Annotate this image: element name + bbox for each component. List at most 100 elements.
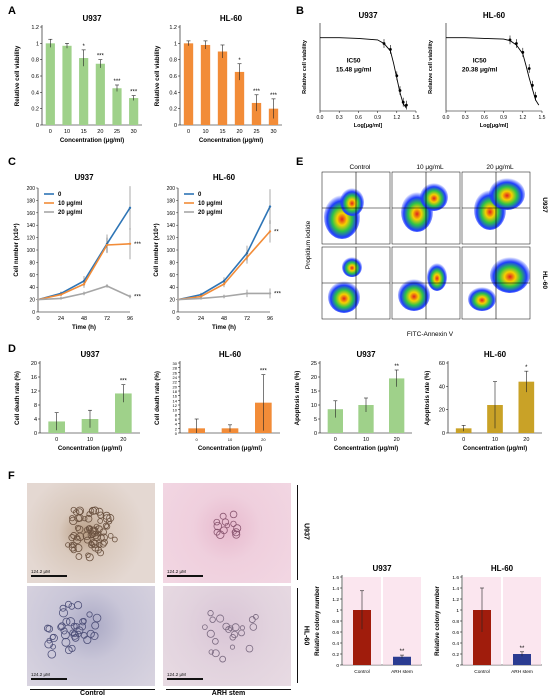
y-tick-label: 0 (36, 123, 39, 129)
y-tick-label: 0.6 (169, 74, 177, 80)
x-tick-label: 0 (334, 437, 337, 443)
panel-letter-f: F (8, 470, 15, 482)
cell (229, 644, 236, 650)
cell (207, 610, 214, 617)
flow-col-20: 20 μg/mL (486, 164, 514, 171)
y-tick-label: 60 (439, 361, 445, 367)
flow-row-u937: U937 (541, 197, 548, 213)
bar (200, 44, 211, 125)
chart-title: HL-60 (491, 564, 514, 573)
x-tick-label: 0.9 (500, 115, 507, 121)
cell (211, 649, 220, 658)
cell (212, 638, 219, 645)
cell (66, 617, 76, 627)
x-tick-label: 0 (49, 129, 52, 135)
significance-mark: ** (274, 229, 279, 235)
bar (95, 63, 105, 125)
cell (202, 624, 208, 631)
cell (85, 525, 93, 532)
chart-title: HL-60 (213, 173, 236, 182)
y-tick-label: 0 (34, 431, 37, 437)
x-tick-label: 0 (462, 437, 465, 443)
data-point (128, 206, 132, 210)
y-axis-label: Relative cell viability (14, 45, 21, 106)
y-tick-label: 0 (172, 310, 175, 316)
y-axis-label: Cell death rate (%) (154, 371, 161, 425)
y-tick-label: 1.2 (452, 597, 459, 603)
x-tick-label: 48 (221, 316, 227, 322)
cell (231, 623, 240, 632)
flow-cytometry-grid: Propidium iodide FITC-Annexin V Control … (305, 164, 548, 338)
bar-background (503, 577, 541, 665)
cell (229, 510, 238, 519)
y-tick-label: 10 (311, 403, 317, 409)
y-tick-label: 60 (29, 273, 35, 279)
y-tick-label: 80 (29, 260, 35, 266)
bar-background (383, 577, 421, 665)
x-axis-label: Concentration (μg/ml) (334, 445, 398, 452)
cell (221, 518, 230, 526)
cell (213, 521, 222, 531)
cell (213, 518, 221, 526)
y-tick-label: 120 (167, 236, 176, 242)
chart-f-hl60-colony: HL-60 0 0.2 0.4 0.6 0.8 1 1.2 1.4 1.6 Control ARH s… (434, 564, 542, 675)
y-tick-label: 60 (169, 273, 175, 279)
cell (219, 655, 227, 663)
cell (82, 531, 92, 541)
cell (86, 511, 93, 518)
scale-label: 124.2 μM (31, 672, 50, 677)
cell (69, 516, 78, 526)
cell (91, 621, 100, 630)
scale-label: 124.2 μM (31, 569, 50, 574)
x-tick-label: Control (354, 669, 369, 675)
cell (96, 542, 103, 549)
micro-row-u937: U937 (302, 523, 310, 540)
x-tick-label: 20 (97, 129, 103, 135)
data-point (36, 298, 40, 301)
series-line (37, 243, 131, 301)
bar (112, 88, 122, 125)
y-tick-label: 1.4 (452, 586, 459, 592)
data-point (222, 282, 226, 286)
y-tick-label: 14 (173, 398, 178, 403)
x-tick-label: 0.3 (336, 115, 343, 121)
flow-plot (461, 171, 531, 245)
cell (70, 541, 77, 548)
cell (245, 644, 254, 653)
chart-d-hl60-apoptosis: HL-60 0 20 40 60 0 10 20 * Concentration (μg/ml) A… (424, 350, 542, 452)
y-tick-label: 1 (336, 608, 339, 614)
significance-mark: *** (113, 79, 121, 85)
x-tick-label: Control (474, 669, 489, 675)
y-tick-label: 0.6 (332, 630, 339, 636)
y-tick-label: 0.2 (332, 652, 339, 658)
data-point (268, 205, 272, 208)
x-tick-label: 24 (198, 316, 204, 322)
data-point (176, 298, 180, 301)
x-tick-label: 0.9 (374, 115, 381, 121)
cell (208, 649, 214, 655)
y-tick-label: 1 (36, 41, 39, 47)
y-tick-label: 0 (32, 310, 35, 316)
cell (83, 635, 92, 645)
x-tick-label: 20 (261, 437, 266, 442)
x-tick-label: 10 (64, 129, 70, 135)
chart-title: U937 (82, 14, 102, 23)
y-tick-label: 120 (27, 236, 36, 242)
cell (86, 629, 95, 638)
cell (230, 630, 239, 639)
bar (353, 610, 371, 665)
cell (78, 622, 87, 631)
cell (49, 633, 58, 643)
flow-col-10: 10 μg/mL (416, 164, 444, 171)
y-tick-label: 4 (175, 422, 178, 427)
x-tick-label: 1.2 (519, 115, 526, 121)
data-point (268, 230, 272, 233)
y-tick-label: 0.2 (452, 652, 459, 658)
x-tick-label: 10 (202, 129, 208, 135)
cell (94, 546, 102, 554)
panel-letter-e: E (296, 156, 304, 168)
cell (99, 540, 107, 548)
cell (231, 528, 241, 537)
cell (74, 524, 81, 531)
density-blob (398, 279, 430, 311)
